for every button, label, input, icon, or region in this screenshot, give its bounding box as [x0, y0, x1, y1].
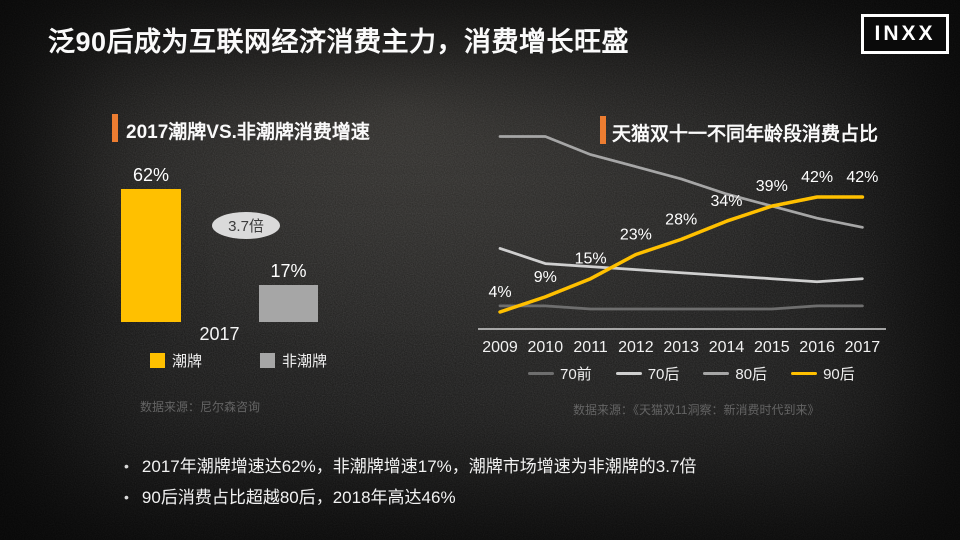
x-axis-tick-label: 2014 — [709, 339, 745, 356]
multiplier-badge: 3.7倍 — [212, 212, 280, 239]
left-accent-bar — [112, 114, 118, 142]
bar-潮牌 — [121, 189, 181, 322]
bullet-item: • 90后消费占比超越80后，2018年高达46% — [124, 487, 844, 508]
legend-item-70后: 70后 — [615, 363, 680, 384]
bar-chart-title: 2017潮牌VS.非潮牌消费增速 — [126, 122, 370, 143]
data-point-label: 4% — [488, 284, 511, 301]
line-chart-source: 数据来源：《天猫双11洞察：新消费时代到来》 — [573, 403, 820, 417]
legend-label: 80后 — [735, 366, 768, 383]
bar-value-label: 17% — [270, 261, 307, 281]
x-axis-tick-label: 2010 — [528, 339, 564, 356]
legend-label: 90后 — [823, 366, 855, 383]
inxx-logo-text: INXX — [874, 22, 936, 45]
bar-chart-x-label: 2017 — [199, 324, 240, 344]
legend-swatch — [260, 353, 276, 368]
data-point-label: 28% — [665, 211, 697, 228]
x-axis-tick-label: 2016 — [799, 339, 835, 356]
data-point-label: 42% — [846, 169, 878, 186]
data-point-label: 39% — [756, 178, 788, 195]
data-point-label: 15% — [575, 251, 607, 268]
bullet-text: 2017年潮牌增速达62%，非潮牌增速17%，潮牌市场增速为非潮牌的3.7倍 — [141, 457, 697, 476]
bar-value-label: 62% — [132, 165, 170, 185]
bar-非潮牌 — [259, 285, 318, 322]
summary-bullets: • 2017年潮牌增速达62%，非潮牌增速17%，潮牌市场增速为非潮牌的3.7倍… — [124, 456, 844, 518]
legend-label: 70前 — [560, 366, 592, 383]
legend-item-90后: 90后 — [791, 363, 855, 384]
x-axis-tick-label: 2017 — [845, 339, 881, 356]
x-axis-tick-label: 2012 — [618, 339, 654, 356]
page-title: 泛90后成为互联网经济消费主力，消费增长旺盛 — [48, 27, 630, 57]
legend-item-潮牌: 潮牌 — [150, 350, 202, 371]
data-point-label: 9% — [534, 269, 557, 286]
x-axis-tick-label: 2015 — [754, 339, 790, 356]
legend-line-swatch — [791, 371, 818, 376]
legend-label: 非潮牌 — [282, 353, 328, 370]
x-axis-tick-label: 2013 — [663, 339, 699, 356]
line-series-80后 — [498, 135, 864, 229]
x-axis-tick-label: 2011 — [573, 339, 608, 356]
data-point-label: 23% — [620, 227, 652, 244]
bar-chart-source: 数据来源：尼尔森咨询 — [140, 400, 261, 414]
data-point-label: 34% — [710, 193, 742, 210]
bullet-text: 90后消费占比超越80后，2018年高达46% — [141, 488, 456, 507]
legend-item-非潮牌: 非潮牌 — [260, 350, 327, 371]
legend-line-swatch — [615, 371, 642, 376]
line-chart-title: 天猫双十一不同年龄段消费占比 — [612, 124, 879, 145]
legend-line-swatch — [528, 371, 554, 376]
legend-label: 潮牌 — [172, 353, 203, 370]
line-series-70前 — [498, 304, 864, 311]
line-series-70后 — [498, 247, 864, 284]
legend-item-70前: 70前 — [528, 363, 592, 384]
legend-item-80后: 80后 — [703, 363, 767, 384]
bullet-dot: • — [124, 458, 129, 474]
right-accent-bar — [600, 116, 606, 144]
bullet-item: • 2017年潮牌增速达62%，非潮牌增速17%，潮牌市场增速为非潮牌的3.7倍 — [124, 456, 844, 477]
bullet-dot: • — [124, 489, 129, 505]
legend-swatch — [150, 353, 165, 368]
x-axis-tick-label: 2009 — [482, 339, 518, 356]
legend-label: 70后 — [647, 366, 680, 383]
data-point-label: 42% — [801, 169, 833, 186]
legend-line-swatch — [703, 371, 730, 376]
bar-chart-legend: 潮牌 非潮牌 — [150, 350, 327, 371]
inxx-logo: INXX — [861, 14, 949, 54]
line-chart-legend: 70前 70后 80后 90后 — [528, 363, 855, 384]
line-chart-svg: 4% 9% 15% 23% 28% 34% 39% 42% 42% 2009 2010 2011 201… — [478, 135, 886, 356]
line-series-90后 — [498, 195, 865, 314]
